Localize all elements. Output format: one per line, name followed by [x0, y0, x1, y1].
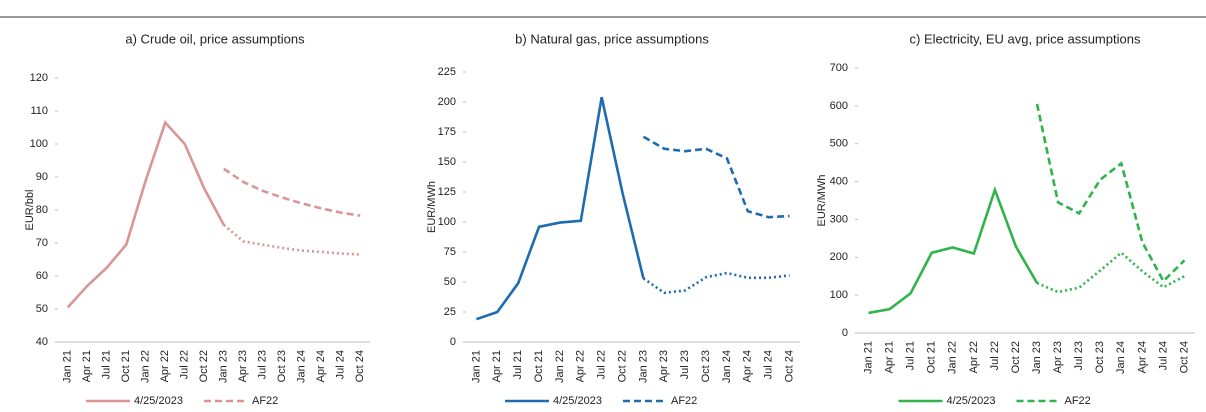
chart-title: c) Electricity, EU avg, price assumption… — [910, 31, 1141, 46]
y-tick-label: 100 — [438, 216, 456, 228]
legend-label: AF22 — [1065, 395, 1091, 407]
y-tick-label: 225 — [438, 66, 456, 78]
x-tick-label: Apr 23 — [237, 350, 249, 382]
y-tick-label: 200 — [830, 251, 848, 263]
y-tick-label: 75 — [444, 246, 456, 258]
x-tick-label: Jul 21 — [905, 341, 917, 370]
x-tick-label: Jan 23 — [637, 350, 649, 383]
x-tick-label: Apr 21 — [491, 350, 503, 382]
x-tick-label: Oct 22 — [198, 350, 210, 382]
legend-label: 4/25/2023 — [553, 395, 602, 407]
x-tick-label: Jan 22 — [947, 341, 959, 374]
series-line — [1036, 251, 1186, 294]
x-tick-label: Oct 21 — [533, 350, 545, 382]
y-tick-label: 0 — [450, 336, 456, 348]
series-line — [868, 185, 1039, 315]
x-tick-label: Jan 21 — [470, 350, 482, 383]
x-tick-label: Jul 24 — [763, 350, 775, 379]
y-tick-label: 500 — [830, 138, 848, 150]
x-tick-label: Oct 23 — [1094, 341, 1106, 373]
y-axis-label: EUR/MWh — [816, 175, 828, 227]
x-tick-label: Oct 23 — [276, 350, 288, 382]
y-tick-label: 110 — [30, 105, 48, 117]
x-tick-label: Jan 21 — [62, 350, 74, 383]
x-tick-label: Apr 22 — [159, 350, 171, 382]
y-tick-label: 300 — [830, 213, 848, 225]
x-tick-label: Apr 21 — [81, 350, 93, 382]
series-line — [476, 96, 645, 321]
x-tick-label: Jul 22 — [596, 350, 608, 379]
y-tick-label: 60 — [36, 270, 48, 282]
x-tick-label: Jul 24 — [335, 350, 347, 379]
x-tick-label: Jul 22 — [989, 341, 1001, 370]
y-tick-label: 50 — [36, 303, 48, 315]
x-tick-label: Apr 23 — [1052, 341, 1064, 373]
x-tick-label: Oct 24 — [354, 350, 366, 382]
x-tick-label: Jul 22 — [179, 350, 191, 379]
x-tick-label: Apr 24 — [315, 350, 327, 382]
x-tick-label: Jul 21 — [512, 350, 524, 379]
y-tick-label: 600 — [830, 100, 848, 112]
x-tick-label: Jan 23 — [1031, 341, 1043, 374]
legend-label: AF22 — [671, 395, 697, 407]
x-tick-label: Jul 21 — [101, 350, 113, 379]
y-tick-label: 400 — [830, 175, 848, 187]
y-tick-label: 150 — [438, 156, 456, 168]
y-tick-label: 80 — [36, 204, 48, 216]
x-tick-label: Oct 21 — [120, 350, 132, 382]
y-tick-label: 100 — [830, 289, 848, 301]
x-tick-label: Oct 22 — [616, 350, 628, 382]
y-tick-label: 175 — [438, 126, 456, 138]
y-tick-label: 0 — [842, 327, 848, 339]
x-tick-label: Jul 23 — [257, 350, 269, 379]
series-line — [223, 167, 361, 217]
x-tick-label: Jan 24 — [1115, 341, 1127, 374]
y-tick-label: 700 — [830, 62, 848, 74]
legend-label: AF22 — [252, 395, 278, 407]
y-axis-label: EUR/MWh — [426, 181, 438, 233]
x-tick-label: Apr 24 — [1136, 341, 1148, 373]
x-tick-label: Jan 21 — [862, 341, 874, 374]
y-tick-label: 70 — [36, 237, 48, 249]
x-tick-label: Jan 22 — [554, 350, 566, 383]
x-tick-label: Oct 22 — [1010, 341, 1022, 373]
y-tick-label: 50 — [444, 276, 456, 288]
y-tick-label: 200 — [438, 96, 456, 108]
x-tick-label: Jul 23 — [679, 350, 691, 379]
y-tick-label: 25 — [444, 306, 456, 318]
y-axis-label: EUR/bbl — [24, 190, 36, 231]
series-line — [1035, 103, 1186, 284]
x-tick-label: Apr 22 — [575, 350, 587, 382]
x-tick-label: Apr 24 — [742, 350, 754, 382]
legend-label: 4/25/2023 — [134, 395, 183, 407]
chart-title: a) Crude oil, price assumptions — [125, 31, 305, 46]
series-line — [66, 120, 225, 309]
y-tick-label: 40 — [36, 336, 48, 348]
x-tick-label: Oct 24 — [1178, 341, 1190, 373]
series-line — [222, 223, 361, 256]
x-tick-label: Jan 23 — [218, 350, 230, 383]
y-tick-label: 100 — [30, 138, 48, 150]
series-line — [642, 135, 790, 219]
x-tick-label: Apr 21 — [884, 341, 896, 373]
x-tick-label: Jan 24 — [721, 350, 733, 383]
legend-label: 4/25/2023 — [947, 395, 996, 407]
x-tick-label: Jan 24 — [296, 350, 308, 383]
x-tick-label: Apr 23 — [658, 350, 670, 382]
x-tick-label: Oct 21 — [926, 341, 938, 373]
chart-title: b) Natural gas, price assumptions — [515, 31, 709, 46]
series-line — [642, 271, 790, 295]
x-tick-label: Apr 22 — [968, 341, 980, 373]
y-tick-label: 90 — [36, 171, 48, 183]
y-tick-label: 125 — [438, 186, 456, 198]
x-tick-label: Jul 23 — [1073, 341, 1085, 370]
x-tick-label: Oct 23 — [700, 350, 712, 382]
x-tick-label: Oct 24 — [783, 350, 795, 382]
y-tick-label: 120 — [30, 72, 48, 84]
x-tick-label: Jan 22 — [140, 350, 152, 383]
x-tick-label: Jul 24 — [1157, 341, 1169, 370]
